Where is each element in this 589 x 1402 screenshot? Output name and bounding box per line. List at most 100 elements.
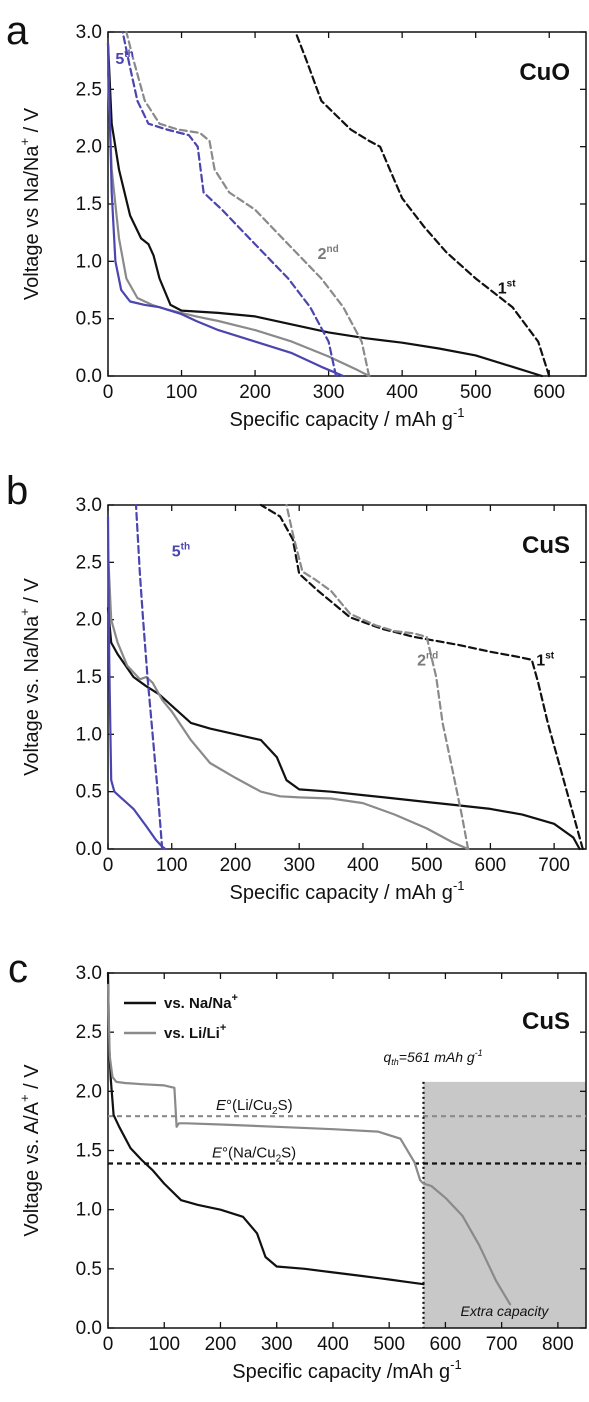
cycle-label-number: 5 <box>115 51 124 68</box>
reference-line-label: E°(Li/Cu2S) <box>216 1097 293 1117</box>
x-tick-label: 100 <box>156 855 188 876</box>
legend-label-sup: + <box>232 992 238 1004</box>
x-tick-label: 0 <box>103 855 114 876</box>
x-tick-label: 200 <box>220 855 252 876</box>
series-line-5th-charge <box>134 503 164 851</box>
y-tick-label: 1.5 <box>76 194 102 215</box>
y-tick-label: 2.5 <box>76 552 102 573</box>
y-tick-label: 1.0 <box>76 724 102 745</box>
cycle-label-suffix: th <box>181 542 190 553</box>
series-line-1st-discharge <box>106 607 581 851</box>
q-marker-sub: th <box>391 1057 399 1067</box>
y-tick-label: 1.0 <box>76 251 102 272</box>
series-line-5th-discharge <box>106 42 345 378</box>
sample-label: CuO <box>519 59 570 86</box>
y-axis-title: Voltage vs. Na/Na+ / V <box>17 577 43 775</box>
x-axis-title: Specific capacity /mAh g-1 <box>232 1357 461 1383</box>
plot-frame <box>107 31 587 377</box>
cycle-label: 5th <box>115 49 133 68</box>
reference-label-sub: 2 <box>276 1154 282 1165</box>
series-line-1st-charge <box>259 503 584 851</box>
reference-label-sub: 2 <box>272 1106 278 1117</box>
x-axis-title: Specific capacity / mAh g-1 <box>230 878 465 904</box>
y-tick-label: 1.5 <box>76 1141 102 1162</box>
series-line-1st-charge <box>294 30 551 378</box>
reference-label-e: E <box>216 1097 227 1114</box>
cycle-label-number: 1 <box>498 280 507 297</box>
x-axis-title-sup: -1 <box>453 878 465 893</box>
series-line-2nd-charge <box>125 30 371 378</box>
cycle-label-suffix: th <box>124 49 133 60</box>
series-line-1st-discharge <box>106 42 543 378</box>
q-marker-sup: -1 <box>475 1048 483 1058</box>
q-marker-text: =561 mAh g <box>399 1049 475 1065</box>
legend-label-main: vs. Li/Li <box>164 1025 220 1042</box>
panel-c: c 0 100 200 300 400 500 600 700 800 0.0 0.5 1.0 1.5 2.… <box>8 947 587 1383</box>
x-tick-label: 600 <box>430 1334 462 1355</box>
series-line-vs-na-na- <box>106 971 425 1286</box>
y-axis-title-tail: / V <box>21 1064 43 1095</box>
cycle-label-number: 2 <box>417 653 426 670</box>
cycle-label-number: 1 <box>536 653 545 670</box>
x-tick-label: 300 <box>283 855 315 876</box>
y-tick-label: 1.5 <box>76 667 102 688</box>
y-tick-label: 2.5 <box>76 79 102 100</box>
legend-label: vs. Li/Li+ <box>164 1022 226 1042</box>
panel-letter: a <box>6 9 29 53</box>
cycle-label: 1st <box>498 278 516 297</box>
cycle-label: 2nd <box>417 651 438 670</box>
cycle-label: 1st <box>536 651 554 670</box>
y-tick-label: 0.0 <box>76 366 102 387</box>
panel-letter: c <box>8 947 28 991</box>
y-tick-label: 2.0 <box>76 610 102 631</box>
x-tick-label: 0 <box>103 382 114 403</box>
y-tick-label: 3.0 <box>76 495 102 516</box>
x-tick-label: 300 <box>261 1334 293 1355</box>
y-axis-title-main: Voltage vs. Na/Na <box>21 615 43 776</box>
cycle-label-suffix: st <box>507 278 517 289</box>
panel-letter: b <box>6 469 28 513</box>
x-tick-label: 400 <box>317 1334 349 1355</box>
x-tick-label: 600 <box>533 382 565 403</box>
x-tick-label: 500 <box>460 382 492 403</box>
series-line-2nd-discharge <box>106 549 470 851</box>
extra-capacity-label: Extra capacity <box>460 1303 549 1319</box>
x-tick-label: 600 <box>475 855 507 876</box>
x-tick-label: 500 <box>411 855 443 876</box>
y-tick-label: 2.0 <box>76 137 102 158</box>
series-line-2nd-charge <box>285 503 470 851</box>
y-tick-label: 0.0 <box>76 839 102 860</box>
reference-line-label: E°(Na/Cu2S) <box>212 1145 296 1165</box>
x-axis-title-sup: -1 <box>450 1357 462 1372</box>
reference-label-tail: S) <box>281 1145 296 1162</box>
y-tick-label: 0.5 <box>76 782 102 803</box>
legend-label: vs. Na/Na+ <box>164 992 238 1012</box>
x-axis-title-main: Specific capacity / mAh g <box>230 409 453 431</box>
y-axis-title-main: Voltage vs Na/Na <box>21 145 43 300</box>
reference-label-tail: S) <box>278 1097 293 1114</box>
y-axis-title-main: Voltage vs. A/A <box>21 1101 43 1236</box>
series-line-2nd-discharge <box>106 76 371 378</box>
panel-a: a 0 100 200 300 400 500 600 0.0 0.5 1.0 1.5 2.0 2.5 3.… <box>6 9 587 431</box>
x-tick-label: 100 <box>148 1334 180 1355</box>
y-tick-label: 0.5 <box>76 309 102 330</box>
reference-label-main: °(Na/Cu <box>222 1145 276 1162</box>
series-line-vs-li-li- <box>106 983 512 1306</box>
x-tick-label: 300 <box>313 382 345 403</box>
y-tick-label: 1.0 <box>76 1200 102 1221</box>
q-marker-q: q <box>383 1049 391 1065</box>
extra-capacity-region <box>423 1081 586 1328</box>
series-line-5th-discharge <box>106 515 167 851</box>
y-axis-title-tail: / V <box>21 577 43 608</box>
y-tick-label: 3.0 <box>76 22 102 43</box>
cycle-label-number: 5 <box>172 544 181 561</box>
y-tick-label: 0.0 <box>76 1318 102 1339</box>
y-tick-label: 2.5 <box>76 1022 102 1043</box>
panel-b: b 0 100 200 300 400 500 600 700 0.0 0.5 1.0 1.5 2.0 2.… <box>6 469 587 904</box>
x-tick-label: 700 <box>486 1334 518 1355</box>
cycle-label: 5th <box>172 542 190 561</box>
cycle-label-suffix: nd <box>426 651 438 662</box>
y-axis-title: Voltage vs Na/Na+ / V <box>17 107 43 300</box>
x-axis-title: Specific capacity / mAh g-1 <box>230 405 465 431</box>
